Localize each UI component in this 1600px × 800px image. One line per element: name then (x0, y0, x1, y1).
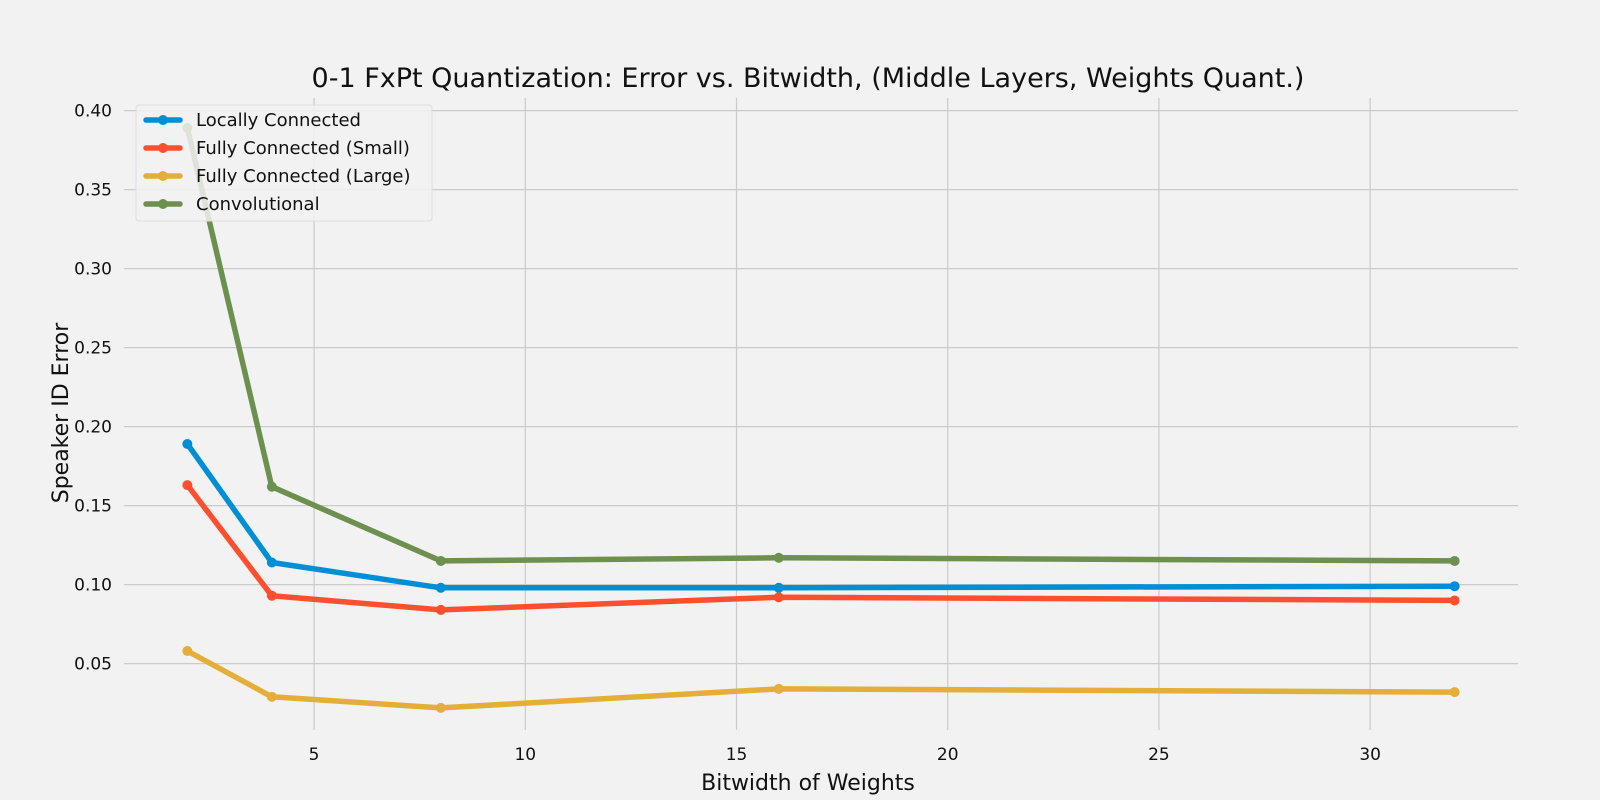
chart-title: 0-1 FxPt Quantization: Error vs. Bitwidt… (312, 63, 1305, 94)
data-point (773, 683, 784, 694)
data-point (773, 552, 784, 563)
data-point (773, 592, 784, 603)
data-point (1449, 687, 1460, 698)
legend-marker (158, 199, 168, 209)
series (182, 480, 1460, 615)
legend-label: Fully Connected (Small) (196, 138, 410, 159)
x-axis-ticks: 5 10 15 20 25 30 (309, 745, 1381, 765)
data-point (182, 480, 193, 491)
legend-label: Fully Connected (Large) (196, 166, 411, 187)
data-point (435, 582, 446, 593)
y-axis-ticks: 0.05 0.10 0.15 0.20 0.25 0.30 0.35 0.40 (74, 102, 112, 675)
y-tick-label: 0.25 (74, 339, 112, 359)
data-point (1449, 555, 1460, 566)
y-tick-label: 0.05 (74, 655, 112, 675)
data-point (182, 646, 193, 656)
data-point (435, 604, 446, 615)
y-tick-label: 0.10 (74, 576, 112, 596)
legend-item: Fully Connected (Large) (143, 166, 411, 187)
legend-item: Fully Connected (Small) (143, 138, 410, 159)
series (182, 439, 1460, 593)
series-line (184, 648, 1458, 711)
data-point (773, 582, 784, 593)
x-tick-label: 10 (514, 745, 536, 765)
x-tick-label: 20 (937, 745, 959, 765)
x-tick-label: 15 (726, 745, 748, 765)
series-line (184, 482, 1458, 613)
y-tick-label: 0.20 (74, 418, 112, 438)
y-tick-label: 0.40 (74, 102, 112, 122)
x-tick-label: 25 (1148, 745, 1170, 765)
y-tick-label: 0.15 (74, 497, 112, 517)
data-point (1449, 581, 1460, 592)
data-point (266, 557, 277, 568)
legend-label: Locally Connected (196, 110, 361, 131)
legend-marker (158, 171, 168, 181)
legend-frame (135, 104, 433, 222)
x-axis-label: Bitwidth of Weights (701, 771, 915, 796)
series-group (182, 123, 1460, 713)
data-point (182, 439, 193, 450)
legend: Locally Connected Fully Connected (Small)… (135, 104, 433, 222)
series-line (184, 441, 1458, 591)
legend-marker (158, 143, 168, 153)
y-tick-label: 0.30 (74, 260, 112, 280)
x-tick-label: 5 (309, 745, 320, 765)
data-point (266, 691, 277, 702)
data-point (266, 590, 277, 601)
legend-marker (158, 115, 168, 125)
series (182, 123, 1460, 566)
data-point (1449, 595, 1460, 606)
data-point (266, 481, 277, 492)
y-tick-label: 0.35 (74, 181, 112, 201)
series (182, 646, 1460, 713)
x-tick-label: 30 (1359, 745, 1381, 765)
legend-item: Convolutional (143, 194, 320, 215)
legend-item: Locally Connected (143, 110, 361, 131)
data-point (435, 555, 446, 566)
data-point (435, 702, 446, 713)
grid (124, 98, 1518, 730)
y-axis-label: Speaker ID Error (49, 322, 74, 503)
legend-label: Convolutional (196, 194, 320, 215)
